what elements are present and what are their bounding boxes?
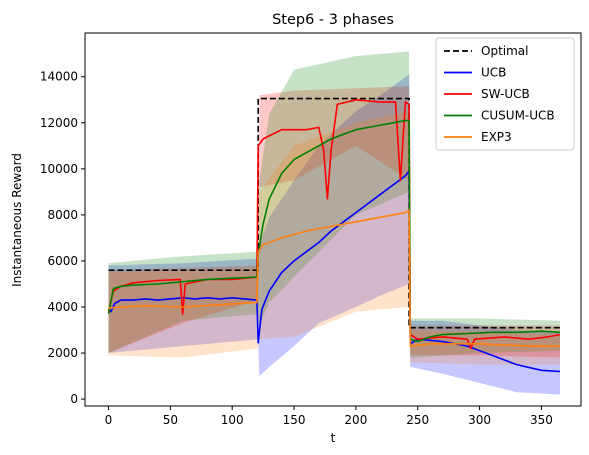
x-tick-label: 250 — [406, 413, 429, 427]
legend-label-cusum-ucb: CUSUM-UCB — [481, 109, 555, 123]
x-tick-label: 0 — [105, 413, 113, 427]
chart-title: Step6 - 3 phases — [272, 12, 394, 28]
x-tick-label: 300 — [468, 413, 491, 427]
y-tick-label: 14000 — [40, 70, 78, 84]
y-tick-label: 8000 — [47, 208, 78, 222]
x-tick-label: 350 — [530, 413, 553, 427]
legend-label-optimal: Optimal — [481, 44, 528, 58]
x-tick-label: 200 — [344, 413, 367, 427]
legend: Optimal UCB SW-UCB CUSUM-UCB EXP3 — [436, 38, 574, 150]
x-tick-label: 100 — [221, 413, 244, 427]
y-tick-label: 10000 — [40, 162, 78, 176]
y-tick-label: 0 — [70, 392, 78, 406]
y-tick-label: 2000 — [47, 346, 78, 360]
legend-label-exp3: EXP3 — [481, 130, 512, 144]
y-tick-label: 6000 — [47, 254, 78, 268]
y-tick-label: 4000 — [47, 300, 78, 314]
x-axis-label: t — [331, 431, 336, 445]
legend-label-sw-ucb: SW-UCB — [481, 87, 530, 101]
legend-label-ucb: UCB — [481, 66, 506, 80]
x-tick-label: 50 — [163, 413, 178, 427]
y-axis-label: Instantaneous Reward — [10, 153, 24, 287]
y-tick-label: 12000 — [40, 116, 78, 130]
x-tick-label: 150 — [283, 413, 306, 427]
